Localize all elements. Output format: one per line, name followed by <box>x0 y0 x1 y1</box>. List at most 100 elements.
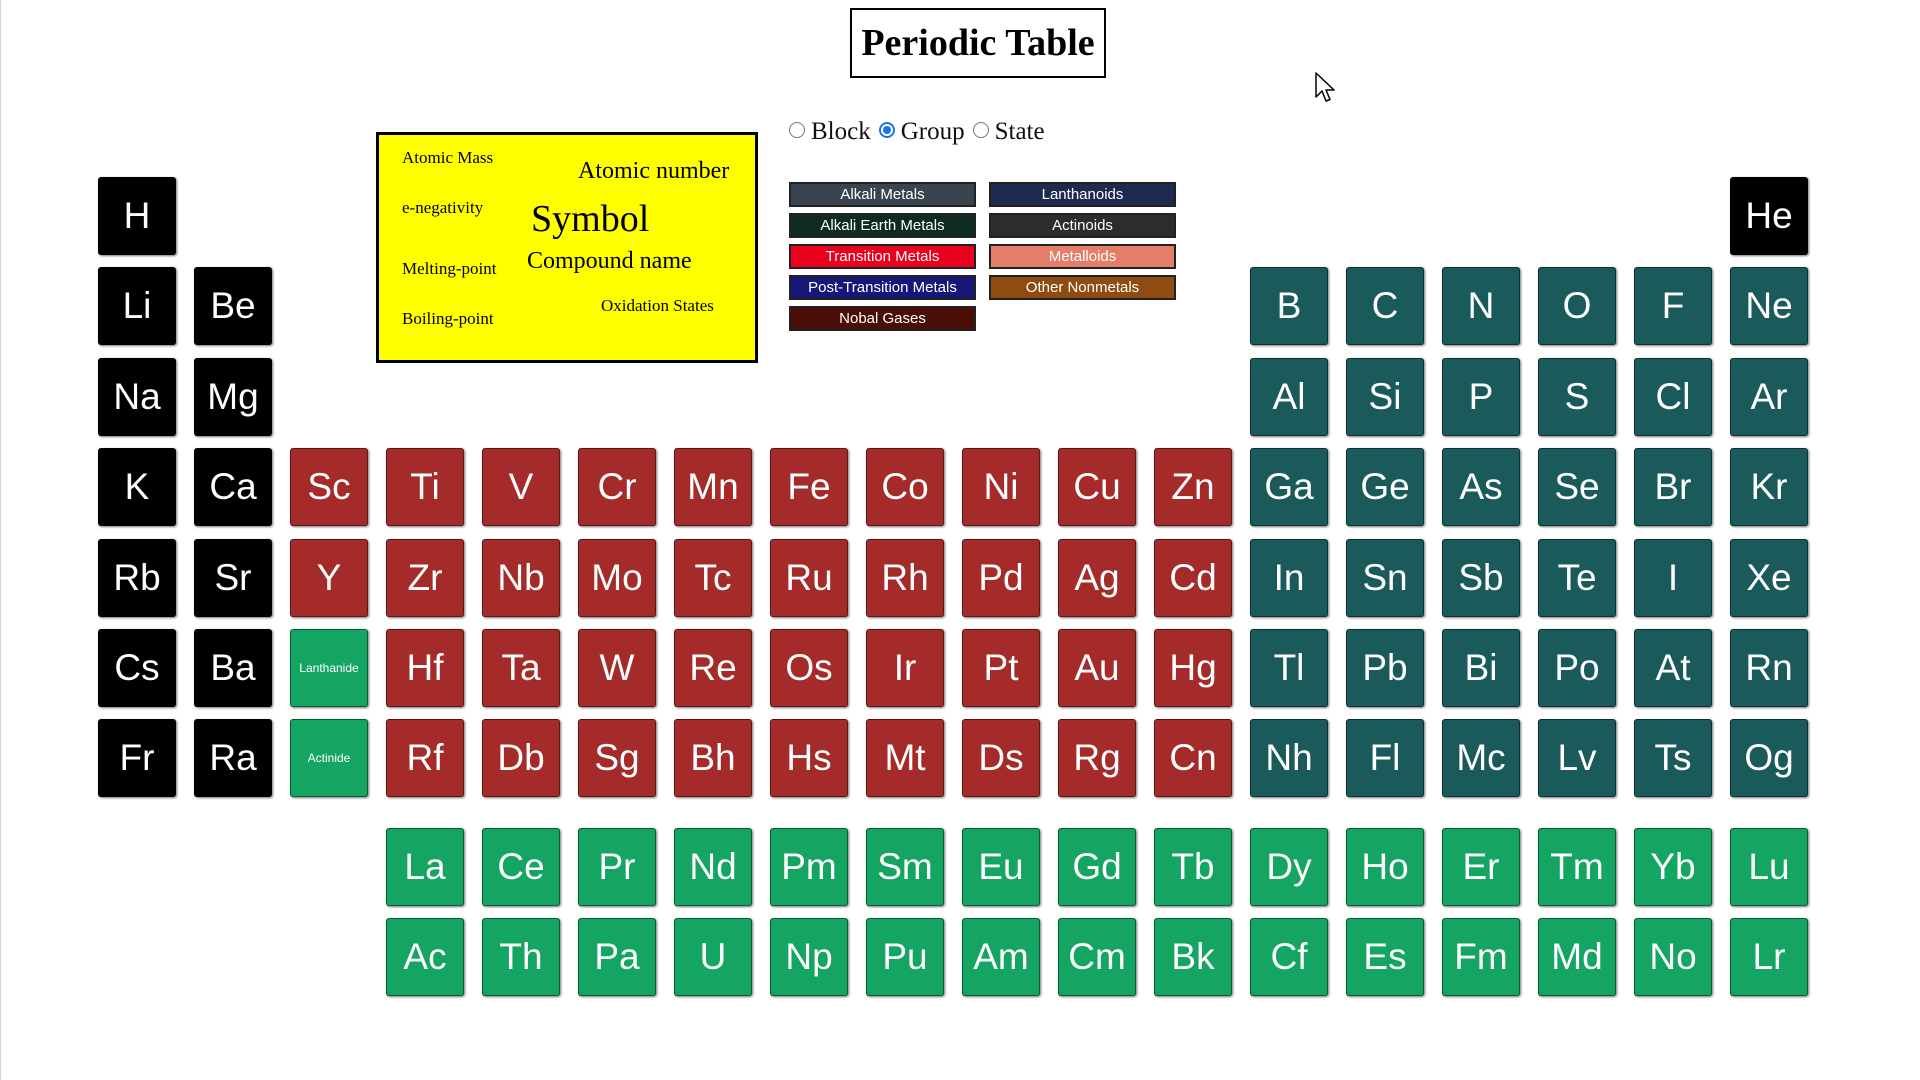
element-cell-eu[interactable]: Eu <box>962 827 1040 906</box>
element-cell-gd[interactable]: Gd <box>1058 827 1136 906</box>
element-cell-mc[interactable]: Mc <box>1442 719 1520 798</box>
element-cell-lu[interactable]: Lu <box>1730 827 1808 906</box>
element-cell-c[interactable]: C <box>1346 267 1424 346</box>
element-cell-cl[interactable]: Cl <box>1634 357 1712 436</box>
element-cell-fl[interactable]: Fl <box>1346 719 1424 798</box>
element-cell-ce[interactable]: Ce <box>482 827 560 906</box>
element-cell-pm[interactable]: Pm <box>770 827 848 906</box>
element-cell-mg[interactable]: Mg <box>194 357 272 436</box>
element-cell-cn[interactable]: Cn <box>1154 719 1232 798</box>
element-cell-og[interactable]: Og <box>1730 719 1808 798</box>
element-cell-cf[interactable]: Cf <box>1250 918 1328 997</box>
mode-option-state[interactable]: State <box>972 118 1045 146</box>
element-cell-nh[interactable]: Nh <box>1250 719 1328 798</box>
element-cell-zn[interactable]: Zn <box>1154 448 1232 527</box>
element-cell-ra[interactable]: Ra <box>194 719 272 798</box>
element-cell-pb[interactable]: Pb <box>1346 629 1424 707</box>
element-cell-ti[interactable]: Ti <box>386 448 464 527</box>
element-cell-mo[interactable]: Mo <box>578 538 656 617</box>
element-cell-cr[interactable]: Cr <box>578 448 656 527</box>
element-cell-cd[interactable]: Cd <box>1154 538 1232 617</box>
element-cell-hs[interactable]: Hs <box>770 719 848 798</box>
element-cell-tc[interactable]: Tc <box>674 538 752 617</box>
state-radio[interactable] <box>972 122 989 138</box>
element-cell-s[interactable]: S <box>1538 357 1616 436</box>
element-cell-tl[interactable]: Tl <box>1250 629 1328 707</box>
element-cell-fr[interactable]: Fr <box>98 719 176 798</box>
element-cell-no[interactable]: No <box>1634 918 1712 997</box>
element-cell-hg[interactable]: Hg <box>1154 629 1232 707</box>
legend-nobal-gases-button[interactable]: Nobal Gases <box>789 306 976 331</box>
element-cell-al[interactable]: Al <box>1250 357 1328 436</box>
element-cell-ne[interactable]: Ne <box>1730 267 1808 346</box>
element-cell-cu[interactable]: Cu <box>1058 448 1136 527</box>
element-cell-pr[interactable]: Pr <box>578 827 656 906</box>
legend-post-transition-metals-button[interactable]: Post-Transition Metals <box>789 275 976 300</box>
element-cell-mt[interactable]: Mt <box>866 719 944 798</box>
element-cell-i[interactable]: I <box>1634 538 1712 617</box>
element-cell-ar[interactable]: Ar <box>1730 357 1808 436</box>
element-cell-ga[interactable]: Ga <box>1250 448 1328 527</box>
element-cell-md[interactable]: Md <box>1538 918 1616 997</box>
element-cell-sm[interactable]: Sm <box>866 827 944 906</box>
legend-lanthanoids-button[interactable]: Lanthanoids <box>989 182 1176 207</box>
element-cell-rf[interactable]: Rf <box>386 719 464 798</box>
element-cell-xe[interactable]: Xe <box>1730 538 1808 617</box>
element-cell-kr[interactable]: Kr <box>1730 448 1808 527</box>
element-cell-ag[interactable]: Ag <box>1058 538 1136 617</box>
element-cell-rh[interactable]: Rh <box>866 538 944 617</box>
element-cell-na[interactable]: Na <box>98 357 176 436</box>
element-cell-am[interactable]: Am <box>962 918 1040 997</box>
element-cell-y[interactable]: Y <box>290 538 368 617</box>
element-cell-ni[interactable]: Ni <box>962 448 1040 527</box>
element-cell-f[interactable]: F <box>1634 267 1712 346</box>
element-cell-fe[interactable]: Fe <box>770 448 848 527</box>
element-cell-se[interactable]: Se <box>1538 448 1616 527</box>
element-cell-th[interactable]: Th <box>482 918 560 997</box>
element-cell-as[interactable]: As <box>1442 448 1520 527</box>
element-cell-pt[interactable]: Pt <box>962 629 1040 707</box>
element-cell-os[interactable]: Os <box>770 629 848 707</box>
element-cell-sb[interactable]: Sb <box>1442 538 1520 617</box>
element-cell-dy[interactable]: Dy <box>1250 827 1328 906</box>
element-cell-nd[interactable]: Nd <box>674 827 752 906</box>
element-cell-n[interactable]: N <box>1442 267 1520 346</box>
element-cell-sr[interactable]: Sr <box>194 538 272 617</box>
element-cell-cm[interactable]: Cm <box>1058 918 1136 997</box>
element-cell-ds[interactable]: Ds <box>962 719 1040 798</box>
element-cell-po[interactable]: Po <box>1538 629 1616 707</box>
element-cell-au[interactable]: Au <box>1058 629 1136 707</box>
element-cell-ac[interactable]: Ac <box>386 918 464 997</box>
element-cell-at[interactable]: At <box>1634 629 1712 707</box>
element-cell-fm[interactable]: Fm <box>1442 918 1520 997</box>
element-cell-sg[interactable]: Sg <box>578 719 656 798</box>
element-cell-tb[interactable]: Tb <box>1154 827 1232 906</box>
element-cell-li[interactable]: Li <box>98 267 176 346</box>
element-cell-np[interactable]: Np <box>770 918 848 997</box>
element-cell-ca[interactable]: Ca <box>194 448 272 527</box>
element-cell-v[interactable]: V <box>482 448 560 527</box>
element-cell-db[interactable]: Db <box>482 719 560 798</box>
element-cell-zr[interactable]: Zr <box>386 538 464 617</box>
group-radio[interactable] <box>878 122 895 138</box>
element-cell-he[interactable]: He <box>1730 177 1808 255</box>
legend-alkali-earth-metals-button[interactable]: Alkali Earth Metals <box>789 213 976 238</box>
legend-other-nonmetals-button[interactable]: Other Nonmetals <box>989 275 1176 300</box>
element-cell-w[interactable]: W <box>578 629 656 707</box>
element-cell-mn[interactable]: Mn <box>674 448 752 527</box>
element-cell-hf[interactable]: Hf <box>386 629 464 707</box>
legend-actinoids-button[interactable]: Actinoids <box>989 213 1176 238</box>
element-cell-pd[interactable]: Pd <box>962 538 1040 617</box>
element-cell-ho[interactable]: Ho <box>1346 827 1424 906</box>
element-cell-si[interactable]: Si <box>1346 357 1424 436</box>
element-cell-sn[interactable]: Sn <box>1346 538 1424 617</box>
element-cell-rg[interactable]: Rg <box>1058 719 1136 798</box>
element-cell-co[interactable]: Co <box>866 448 944 527</box>
element-cell-ru[interactable]: Ru <box>770 538 848 617</box>
element-cell-pu[interactable]: Pu <box>866 918 944 997</box>
element-cell-p[interactable]: P <box>1442 357 1520 436</box>
element-cell-rb[interactable]: Rb <box>98 538 176 617</box>
element-cell-actinide[interactable]: Actinide <box>290 719 368 798</box>
element-cell-yb[interactable]: Yb <box>1634 827 1712 906</box>
element-cell-sc[interactable]: Sc <box>290 448 368 527</box>
